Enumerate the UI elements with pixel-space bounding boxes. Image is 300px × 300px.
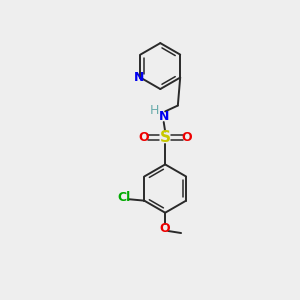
- Text: H: H: [150, 104, 159, 117]
- Text: O: O: [139, 131, 149, 144]
- Text: S: S: [160, 130, 171, 146]
- Text: N: N: [134, 71, 144, 84]
- Text: Cl: Cl: [118, 191, 131, 204]
- Text: N: N: [158, 110, 169, 123]
- Text: O: O: [181, 131, 192, 144]
- Text: O: O: [160, 221, 170, 235]
